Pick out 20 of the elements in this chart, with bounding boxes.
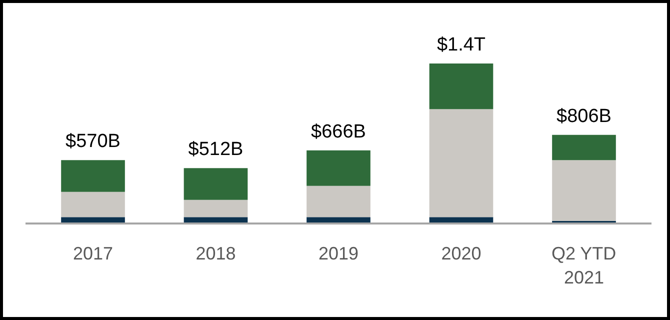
annotation: $806B [556, 106, 612, 127]
x-tick-label: 2020 [441, 244, 482, 264]
x-tick-label: 2017 [72, 244, 114, 264]
bar [184, 168, 248, 200]
bar [429, 109, 494, 218]
bar [429, 64, 494, 110]
bar [552, 160, 616, 221]
bar [552, 134, 616, 160]
x-tick-label: 2018 [196, 244, 236, 264]
bar [61, 192, 125, 218]
annotation: $570B [66, 131, 120, 152]
bar [61, 160, 125, 192]
bar [306, 150, 370, 186]
annotation: $666B [311, 121, 366, 142]
x-tick-label: 2019 [318, 244, 359, 264]
bar [306, 186, 370, 218]
bar [184, 200, 248, 218]
x-tick-label: Q2 YTD 2021 [551, 244, 616, 288]
annotation: $512B [188, 139, 244, 160]
annotation: $1.4T [436, 34, 486, 56]
